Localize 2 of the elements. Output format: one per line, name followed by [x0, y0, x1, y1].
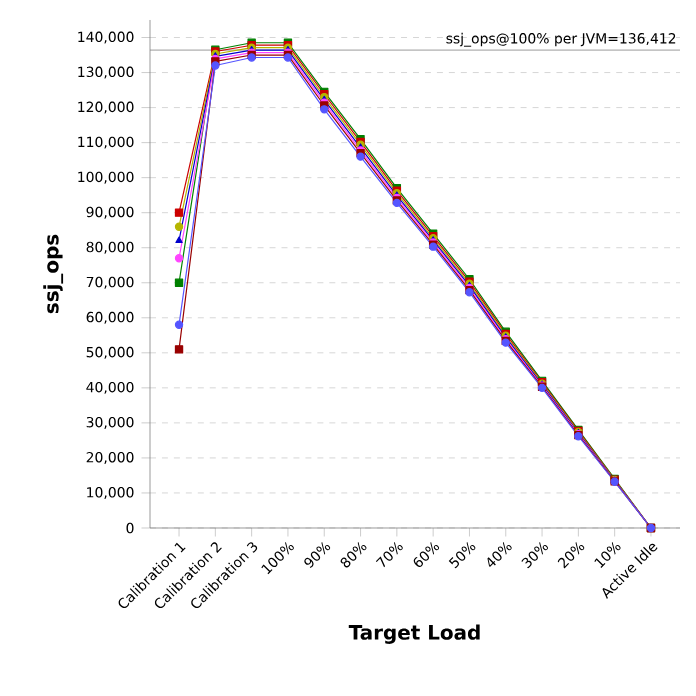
- y-axis-title: ssj_ops: [43, 234, 64, 314]
- x-axis-title: Target Load: [348, 624, 480, 644]
